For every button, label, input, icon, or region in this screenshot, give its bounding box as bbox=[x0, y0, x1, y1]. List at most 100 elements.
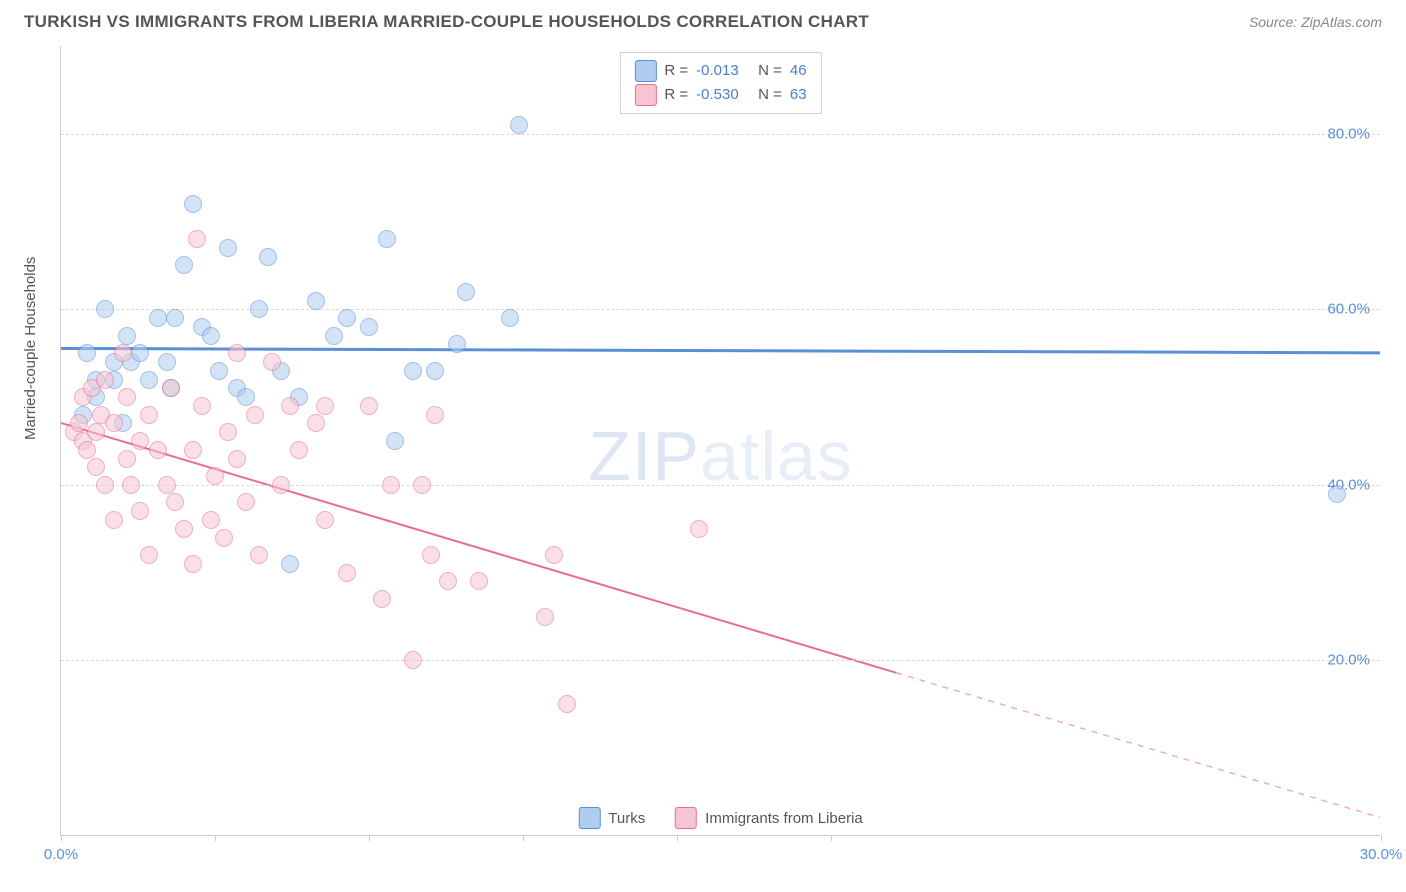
scatter-point bbox=[140, 371, 158, 389]
scatter-point bbox=[558, 695, 576, 713]
watermark-part2: atlas bbox=[700, 417, 853, 495]
watermark-part1: ZIP bbox=[588, 417, 700, 495]
legend-n-label: N = bbox=[758, 59, 782, 83]
scatter-point bbox=[166, 493, 184, 511]
scatter-point bbox=[228, 450, 246, 468]
scatter-point bbox=[114, 344, 132, 362]
scatter-point bbox=[118, 388, 136, 406]
scatter-point bbox=[373, 590, 391, 608]
scatter-point bbox=[281, 397, 299, 415]
x-tick bbox=[831, 835, 832, 841]
legend-n-value: 63 bbox=[790, 83, 807, 107]
scatter-point bbox=[105, 511, 123, 529]
scatter-point bbox=[316, 511, 334, 529]
scatter-point bbox=[501, 309, 519, 327]
trend-line-extrapolated bbox=[896, 673, 1380, 818]
scatter-point bbox=[426, 406, 444, 424]
scatter-point bbox=[290, 441, 308, 459]
scatter-point bbox=[162, 379, 180, 397]
x-tick bbox=[61, 835, 62, 841]
y-axis-label: Married-couple Households bbox=[22, 257, 39, 440]
x-tick bbox=[677, 835, 678, 841]
scatter-point bbox=[78, 441, 96, 459]
scatter-point bbox=[281, 555, 299, 573]
legend-n-value: 46 bbox=[790, 59, 807, 83]
correlation-legend: R =-0.013N =46R =-0.530N =63 bbox=[619, 52, 821, 114]
scatter-point bbox=[382, 476, 400, 494]
scatter-point bbox=[158, 353, 176, 371]
legend-swatch bbox=[675, 807, 697, 829]
scatter-point bbox=[184, 555, 202, 573]
scatter-point bbox=[140, 546, 158, 564]
scatter-point bbox=[448, 335, 466, 353]
scatter-point bbox=[184, 441, 202, 459]
trend-lines-layer bbox=[61, 46, 1380, 835]
scatter-point bbox=[1328, 485, 1346, 503]
scatter-point bbox=[404, 651, 422, 669]
x-tick bbox=[1381, 835, 1382, 841]
y-tick-label: 20.0% bbox=[1327, 652, 1370, 669]
legend-r-label: R = bbox=[664, 83, 688, 107]
scatter-point bbox=[140, 406, 158, 424]
scatter-point bbox=[175, 520, 193, 538]
scatter-point bbox=[215, 529, 233, 547]
legend-row: R =-0.013N =46 bbox=[634, 59, 806, 83]
scatter-point bbox=[457, 283, 475, 301]
scatter-point bbox=[422, 546, 440, 564]
x-tick-label: 30.0% bbox=[1360, 846, 1403, 863]
series-legend: Turks Immigrants from Liberia bbox=[578, 807, 863, 829]
scatter-point bbox=[188, 230, 206, 248]
trend-line bbox=[61, 348, 1380, 352]
scatter-point bbox=[131, 432, 149, 450]
scatter-point bbox=[307, 292, 325, 310]
scatter-point bbox=[70, 414, 88, 432]
scatter-point bbox=[263, 353, 281, 371]
scatter-point bbox=[202, 327, 220, 345]
series-legend-label: Immigrants from Liberia bbox=[705, 810, 863, 827]
y-tick-label: 80.0% bbox=[1327, 125, 1370, 142]
scatter-point bbox=[378, 230, 396, 248]
scatter-point bbox=[413, 476, 431, 494]
x-tick-label: 0.0% bbox=[44, 846, 78, 863]
legend-r-value: -0.530 bbox=[696, 83, 750, 107]
scatter-point bbox=[325, 327, 343, 345]
x-tick bbox=[523, 835, 524, 841]
scatter-point bbox=[184, 195, 202, 213]
scatter-point bbox=[87, 458, 105, 476]
legend-swatch bbox=[578, 807, 600, 829]
scatter-point bbox=[536, 608, 554, 626]
scatter-point bbox=[131, 502, 149, 520]
scatter-point bbox=[360, 397, 378, 415]
scatter-point bbox=[338, 309, 356, 327]
scatter-point bbox=[105, 414, 123, 432]
series-legend-item: Immigrants from Liberia bbox=[675, 807, 863, 829]
legend-swatch bbox=[634, 84, 656, 106]
chart-source: Source: ZipAtlas.com bbox=[1249, 14, 1382, 30]
scatter-point bbox=[316, 397, 334, 415]
scatter-point bbox=[237, 388, 255, 406]
scatter-point bbox=[228, 344, 246, 362]
y-tick-label: 60.0% bbox=[1327, 301, 1370, 318]
scatter-point bbox=[219, 239, 237, 257]
x-tick bbox=[215, 835, 216, 841]
scatter-point bbox=[250, 546, 268, 564]
scatter-point bbox=[690, 520, 708, 538]
scatter-point bbox=[360, 318, 378, 336]
scatter-point bbox=[272, 476, 290, 494]
scatter-point bbox=[510, 116, 528, 134]
x-tick bbox=[369, 835, 370, 841]
scatter-point bbox=[149, 441, 167, 459]
trend-line bbox=[61, 423, 896, 673]
scatter-point bbox=[246, 406, 264, 424]
scatter-point bbox=[202, 511, 220, 529]
scatter-point bbox=[545, 546, 563, 564]
gridline bbox=[61, 134, 1380, 135]
scatter-point bbox=[386, 432, 404, 450]
series-legend-item: Turks bbox=[578, 807, 645, 829]
scatter-point bbox=[158, 476, 176, 494]
scatter-point bbox=[206, 467, 224, 485]
chart-title: TURKISH VS IMMIGRANTS FROM LIBERIA MARRI… bbox=[24, 12, 869, 32]
legend-n-label: N = bbox=[758, 83, 782, 107]
legend-r-label: R = bbox=[664, 59, 688, 83]
scatter-point bbox=[96, 300, 114, 318]
